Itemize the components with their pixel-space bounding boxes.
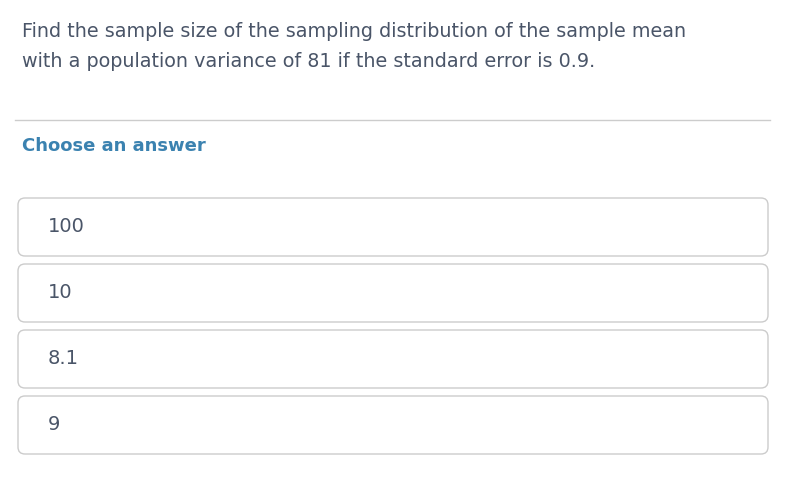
Text: 10: 10 [48,283,73,302]
Text: 100: 100 [48,218,85,236]
FancyBboxPatch shape [18,396,768,454]
FancyBboxPatch shape [18,330,768,388]
FancyBboxPatch shape [18,264,768,322]
FancyBboxPatch shape [18,198,768,256]
Text: with a population variance of 81 if the standard error is 0.9.: with a population variance of 81 if the … [22,52,595,71]
Text: 9: 9 [48,415,60,434]
Text: Find the sample size of the sampling distribution of the sample mean: Find the sample size of the sampling dis… [22,22,686,41]
Text: Choose an answer: Choose an answer [22,137,206,155]
Text: 8.1: 8.1 [48,349,79,368]
